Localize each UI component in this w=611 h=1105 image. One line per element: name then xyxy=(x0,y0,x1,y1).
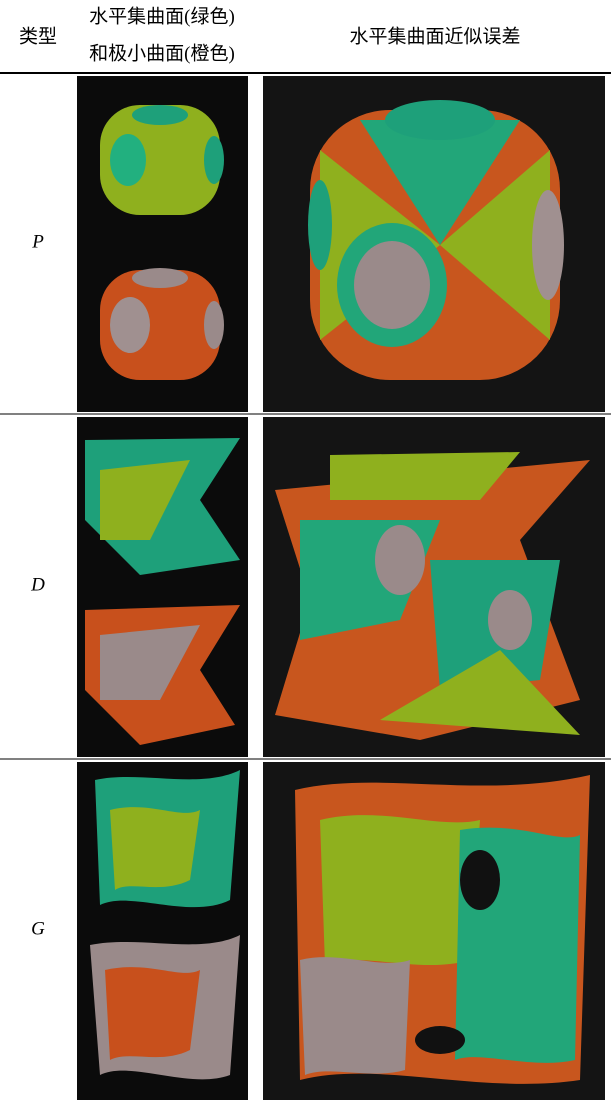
page: 类型 水平集曲面(绿色) 和极小曲面(橙色) 水平集曲面近似误差 P D G xyxy=(0,0,611,1100)
header-cell: 和极小曲面(橙色) xyxy=(89,42,235,64)
image-error xyxy=(263,76,605,412)
surface-shape xyxy=(375,525,425,595)
surface-shape xyxy=(110,297,150,353)
row-label: G xyxy=(31,918,45,939)
surface-shape xyxy=(308,180,332,270)
header-cell: 类型 xyxy=(19,25,57,47)
surface-shape xyxy=(385,100,495,140)
image-surfaces xyxy=(77,417,248,757)
image-error xyxy=(263,762,605,1100)
surface-shape xyxy=(460,850,500,910)
image-surfaces xyxy=(77,762,248,1100)
surface-shape xyxy=(415,1026,465,1054)
surface-shape xyxy=(132,268,188,288)
surface-shape xyxy=(110,134,146,186)
row-label: P xyxy=(31,231,44,252)
surface-shape xyxy=(488,590,532,650)
image-surfaces xyxy=(77,76,248,412)
surface-shape xyxy=(110,807,200,890)
row-label: D xyxy=(30,574,45,595)
surface-shape xyxy=(532,190,564,300)
surface-shape xyxy=(204,136,224,184)
surface-shape xyxy=(300,957,410,1075)
surface-shape xyxy=(320,815,480,965)
table-figure: 类型 水平集曲面(绿色) 和极小曲面(橙色) 水平集曲面近似误差 P D G xyxy=(0,0,611,1100)
surface-shape xyxy=(105,967,200,1060)
surface-shape xyxy=(132,105,188,125)
surface-shape xyxy=(204,301,224,349)
image-error xyxy=(263,417,605,757)
header-cell: 水平集曲面近似误差 xyxy=(349,25,520,47)
surface-shape xyxy=(354,241,430,329)
header-cell: 水平集曲面(绿色) xyxy=(89,5,235,27)
